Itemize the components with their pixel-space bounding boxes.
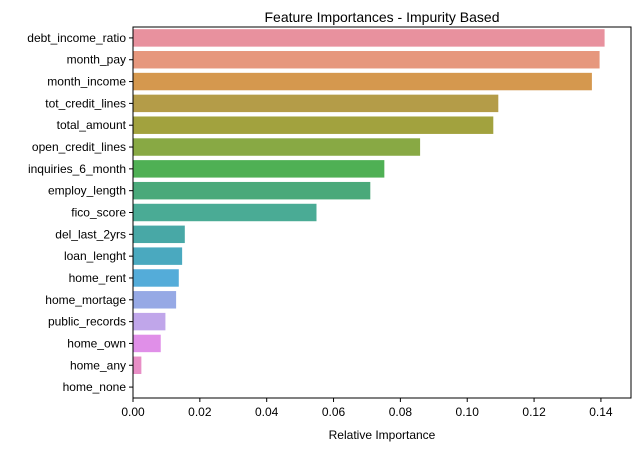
category-label-fico_score: fico_score <box>71 206 126 220</box>
bar-home_mortage <box>133 291 177 309</box>
x-tick-label: 0.00 <box>121 405 145 419</box>
x-tick-label: 0.06 <box>322 405 346 419</box>
x-tick-label: 0.14 <box>589 405 613 419</box>
x-tick-label: 0.12 <box>522 405 546 419</box>
category-label-public_records: public_records <box>48 315 126 329</box>
plot-frame <box>132 26 632 399</box>
x-axis-ticks: 0.00 0.02 0.04 0.06 0.08 0.10 0.12 0.14 <box>121 398 613 419</box>
category-label-month_income: month_income <box>47 75 126 89</box>
bar-employ_length <box>133 181 371 200</box>
x-tick-label: 0.04 <box>255 405 279 419</box>
bar-loan_lenght <box>133 247 183 265</box>
x-tick-label: 0.02 <box>188 405 212 419</box>
bar-public_records <box>133 312 166 331</box>
bar-month_pay <box>133 51 600 69</box>
category-label-home_mortage: home_mortage <box>45 293 126 307</box>
category-label-home_any: home_any <box>70 358 126 372</box>
x-tick-label: 0.08 <box>389 405 413 419</box>
x-axis-label: Relative Importance <box>329 428 436 442</box>
bar-fico_score <box>133 203 317 222</box>
bar-month_income <box>133 72 592 91</box>
x-tick-label: 0.10 <box>456 405 480 419</box>
category-label-del_last_2yrs: del_last_2yrs <box>55 227 126 241</box>
bar-tot_credit_lines <box>133 94 499 113</box>
category-labels: debt_income_ratio month_pay month_incometo… <box>27 31 133 394</box>
category-label-tot_credit_lines: tot_credit_lines <box>45 96 126 110</box>
bar-home_own <box>133 334 161 353</box>
category-label-debt_income_ratio: debt_income_ratio <box>27 31 126 45</box>
chart-title: Feature Importances - Impurity Based <box>265 9 500 25</box>
bars-layer <box>133 29 605 374</box>
category-label-home_own: home_own <box>67 336 126 350</box>
bar-total_amount <box>133 116 494 134</box>
category-label-loan_lenght: loan_lenght <box>64 249 127 263</box>
category-label-employ_length: employ_length <box>48 184 126 198</box>
bar-home_rent <box>133 269 179 287</box>
category-label-open_credit_lines: open_credit_lines <box>32 140 126 154</box>
category-label-month_pay: month_pay <box>67 53 126 67</box>
category-label-inquiries_6_month: inquiries_6_month <box>28 162 126 176</box>
bar-debt_income_ratio <box>133 29 605 47</box>
category-label-home_rent: home_rent <box>69 271 127 285</box>
category-label-total_amount: total_amount <box>57 118 127 132</box>
bar-inquiries_6_month <box>133 160 385 178</box>
bar-home_any <box>133 356 142 374</box>
bar-open_credit_lines <box>133 138 421 156</box>
bar-del_last_2yrs <box>133 225 185 244</box>
category-label-home_none: home_none <box>63 380 127 394</box>
